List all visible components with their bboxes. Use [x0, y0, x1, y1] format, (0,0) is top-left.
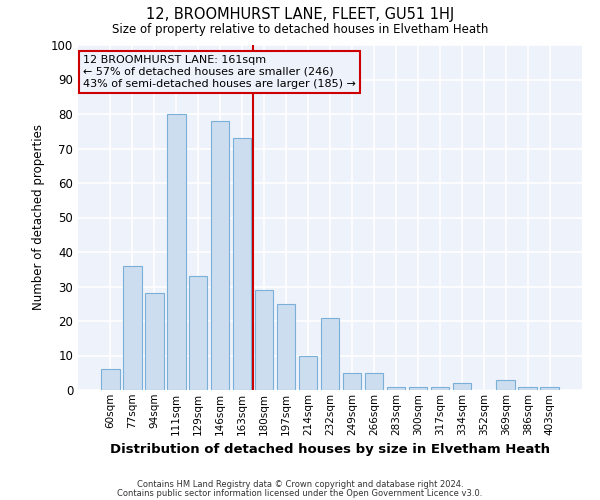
- Y-axis label: Number of detached properties: Number of detached properties: [32, 124, 46, 310]
- Bar: [277, 304, 295, 390]
- Text: 12 BROOMHURST LANE: 161sqm
← 57% of detached houses are smaller (246)
43% of sem: 12 BROOMHURST LANE: 161sqm ← 57% of deta…: [83, 56, 356, 88]
- Bar: [189, 276, 208, 390]
- Text: Contains HM Land Registry data © Crown copyright and database right 2024.: Contains HM Land Registry data © Crown c…: [137, 480, 463, 489]
- X-axis label: Distribution of detached houses by size in Elvetham Heath: Distribution of detached houses by size …: [110, 443, 550, 456]
- Bar: [518, 386, 537, 390]
- Bar: [101, 370, 119, 390]
- Bar: [386, 386, 405, 390]
- Bar: [409, 386, 427, 390]
- Text: Size of property relative to detached houses in Elvetham Heath: Size of property relative to detached ho…: [112, 22, 488, 36]
- Bar: [496, 380, 515, 390]
- Bar: [365, 373, 383, 390]
- Bar: [431, 386, 449, 390]
- Bar: [299, 356, 317, 390]
- Bar: [123, 266, 142, 390]
- Bar: [320, 318, 340, 390]
- Bar: [541, 386, 559, 390]
- Bar: [343, 373, 361, 390]
- Bar: [233, 138, 251, 390]
- Bar: [167, 114, 185, 390]
- Bar: [255, 290, 274, 390]
- Text: Contains public sector information licensed under the Open Government Licence v3: Contains public sector information licen…: [118, 488, 482, 498]
- Bar: [452, 383, 471, 390]
- Bar: [211, 121, 229, 390]
- Text: 12, BROOMHURST LANE, FLEET, GU51 1HJ: 12, BROOMHURST LANE, FLEET, GU51 1HJ: [146, 8, 454, 22]
- Bar: [145, 294, 164, 390]
